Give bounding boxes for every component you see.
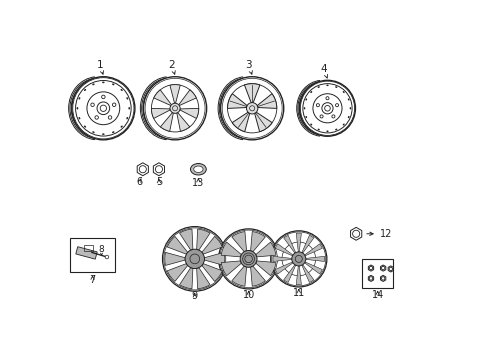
Ellipse shape	[191, 163, 206, 175]
Polygon shape	[275, 262, 293, 274]
Circle shape	[220, 77, 284, 140]
Polygon shape	[302, 265, 314, 283]
Polygon shape	[296, 233, 301, 252]
Polygon shape	[284, 235, 296, 253]
Polygon shape	[151, 108, 171, 118]
Polygon shape	[179, 268, 193, 289]
Polygon shape	[167, 264, 188, 282]
Circle shape	[170, 103, 180, 113]
Text: 11: 11	[293, 288, 305, 298]
Polygon shape	[232, 266, 246, 286]
Polygon shape	[177, 113, 190, 131]
Circle shape	[270, 231, 327, 287]
Polygon shape	[179, 90, 196, 105]
Bar	[76, 247, 97, 259]
Polygon shape	[232, 231, 246, 252]
Text: 6: 6	[136, 177, 142, 187]
Polygon shape	[196, 229, 210, 250]
Bar	[70, 238, 115, 273]
Text: 8: 8	[98, 246, 104, 255]
Polygon shape	[204, 252, 225, 265]
Polygon shape	[284, 265, 296, 283]
Polygon shape	[256, 261, 276, 276]
Polygon shape	[306, 256, 324, 261]
Polygon shape	[180, 108, 199, 118]
Polygon shape	[232, 112, 250, 132]
Polygon shape	[221, 261, 242, 276]
Polygon shape	[275, 244, 293, 256]
Polygon shape	[227, 94, 247, 108]
Text: 9: 9	[192, 291, 198, 301]
Text: 5: 5	[156, 177, 162, 187]
Circle shape	[105, 255, 109, 259]
Polygon shape	[296, 266, 301, 285]
Circle shape	[292, 252, 306, 266]
Circle shape	[144, 77, 207, 140]
Text: 4: 4	[320, 64, 328, 78]
Text: 3: 3	[245, 60, 252, 74]
Polygon shape	[202, 237, 222, 254]
Bar	[84, 245, 93, 251]
Polygon shape	[170, 85, 180, 103]
Circle shape	[246, 103, 258, 114]
Circle shape	[299, 80, 355, 136]
Polygon shape	[221, 242, 242, 257]
Polygon shape	[154, 90, 172, 105]
Circle shape	[163, 226, 227, 291]
Polygon shape	[179, 229, 193, 250]
Polygon shape	[160, 113, 173, 131]
Polygon shape	[273, 256, 292, 261]
Text: 7: 7	[90, 275, 96, 285]
Text: 14: 14	[371, 291, 384, 300]
Polygon shape	[245, 84, 260, 103]
Polygon shape	[305, 262, 322, 274]
Text: 2: 2	[168, 60, 175, 74]
Polygon shape	[196, 268, 210, 289]
Bar	[96, 248, 107, 256]
Polygon shape	[302, 235, 314, 253]
Polygon shape	[256, 242, 276, 257]
Polygon shape	[202, 264, 222, 282]
Polygon shape	[250, 266, 266, 286]
Polygon shape	[167, 237, 188, 254]
Circle shape	[240, 251, 257, 267]
Polygon shape	[165, 252, 185, 265]
Ellipse shape	[194, 166, 203, 172]
Circle shape	[185, 249, 204, 269]
Polygon shape	[250, 231, 266, 252]
Polygon shape	[257, 94, 277, 108]
Polygon shape	[305, 244, 322, 256]
Circle shape	[219, 229, 279, 289]
Text: 1: 1	[97, 60, 103, 74]
Text: 13: 13	[192, 178, 204, 188]
Circle shape	[72, 77, 135, 140]
Bar	[363, 259, 393, 288]
Polygon shape	[255, 112, 272, 132]
Text: 10: 10	[243, 290, 255, 300]
Text: 12: 12	[379, 229, 392, 239]
